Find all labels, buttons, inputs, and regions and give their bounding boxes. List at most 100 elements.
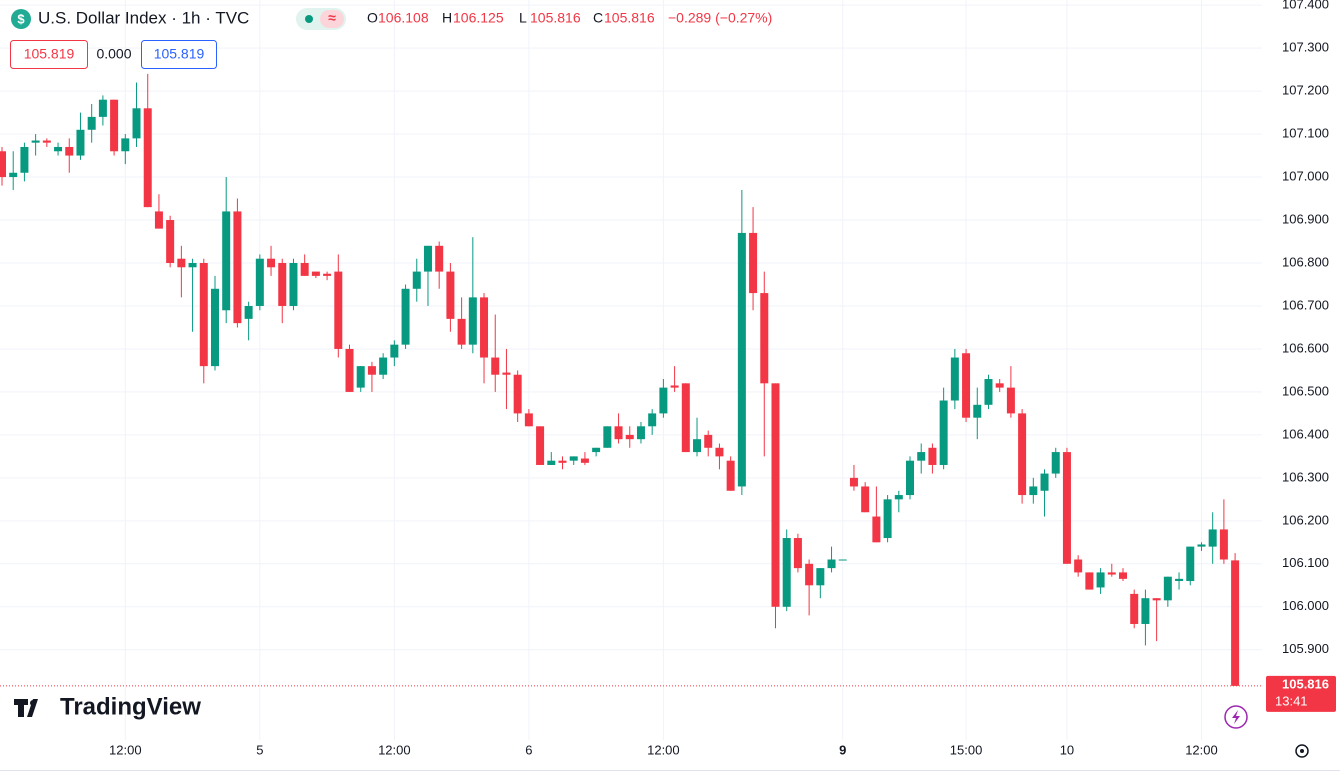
candle-body	[323, 273, 332, 276]
candle-body	[20, 146, 29, 173]
ohlc-values: O 106.108 H 106.125 L 105.816 C 105.816	[367, 10, 655, 26]
ohlc-key: O	[367, 10, 378, 26]
candle-body	[995, 383, 1004, 388]
y-tick-label: 107.200	[1282, 83, 1329, 98]
y-tick-label: 107.100	[1282, 126, 1329, 141]
candle-body	[1231, 560, 1240, 686]
candle-body	[31, 140, 40, 143]
symbol-icon-glyph: $	[17, 11, 25, 26]
y-tick-label: 106.200	[1282, 512, 1329, 527]
y-tick-label: 106.600	[1282, 340, 1329, 355]
candle-body	[715, 447, 724, 457]
candle-body	[1107, 572, 1116, 575]
x-tick-label: 9	[839, 742, 846, 757]
sell-box[interactable]	[10, 40, 88, 69]
market-open-dot	[305, 15, 313, 23]
candle-body	[614, 426, 623, 440]
candle-body	[54, 146, 63, 152]
candle-body	[87, 116, 96, 130]
spread: 0.000	[96, 46, 131, 62]
ohlc-value: 106.125	[453, 10, 504, 26]
candle-body	[849, 477, 858, 487]
candle-body	[390, 344, 399, 358]
candle-body	[625, 434, 634, 440]
logo-dot	[30, 700, 36, 706]
buy-box[interactable]	[141, 40, 217, 69]
candle-body	[726, 460, 735, 491]
candle-body	[704, 434, 713, 448]
y-tick-label: 106.400	[1282, 426, 1329, 441]
y-tick-label: 106.300	[1282, 469, 1329, 484]
candle-body	[580, 458, 589, 463]
candle-body	[1096, 572, 1105, 588]
lightning-button[interactable]	[1224, 705, 1248, 729]
candle-body	[861, 486, 870, 513]
candle-body	[367, 366, 376, 375]
candle-body	[166, 220, 175, 263]
candle-body	[1130, 593, 1139, 624]
candle-body	[592, 447, 601, 453]
candle-body	[524, 413, 533, 427]
candle-body	[491, 357, 500, 375]
symbol-icon	[11, 9, 31, 29]
candle-body	[435, 245, 444, 272]
candle-body	[446, 271, 455, 319]
candle-body	[222, 211, 231, 311]
candle-body	[132, 108, 141, 139]
ohlc-value: 105.816	[530, 10, 581, 26]
candle-body	[1219, 529, 1228, 560]
candle-body	[267, 258, 276, 268]
candle-body	[9, 172, 18, 178]
candle-body	[1208, 529, 1217, 547]
grid	[0, 0, 1262, 740]
y-tick-label: 106.800	[1282, 254, 1329, 269]
symbol-title: U.S. Dollar Index · 1h · TVC	[38, 8, 249, 27]
delay-badge[interactable]	[320, 10, 344, 28]
candle-body	[480, 297, 489, 358]
x-tick-label: 12:00	[1185, 742, 1218, 757]
candle-body	[289, 262, 298, 306]
candle-body	[793, 538, 802, 569]
legend-bar: $ U.S. Dollar Index · 1h · TVC ≈ O 106.10…	[10, 8, 772, 69]
candle-body	[659, 387, 668, 414]
settings-icon[interactable]	[1295, 744, 1309, 758]
candle-body	[906, 460, 915, 496]
candle-body	[648, 413, 657, 427]
candle-body	[356, 366, 365, 388]
candle-body	[199, 262, 208, 367]
candle-body	[917, 452, 926, 461]
candle-body	[816, 568, 825, 586]
candle-body	[42, 140, 51, 143]
y-tick-label: 107.400	[1282, 0, 1329, 12]
candle-body	[311, 271, 320, 276]
logo-text: TradingView	[60, 693, 201, 720]
ohlc-key: L	[519, 10, 527, 26]
candle-body	[278, 262, 287, 306]
settings-icon-center	[1300, 749, 1304, 753]
price-tag	[1266, 675, 1336, 712]
candle-body	[65, 146, 74, 156]
ask: 105.819	[154, 46, 205, 62]
candle-body	[110, 99, 119, 152]
x-tick-label: 12:00	[378, 742, 411, 757]
candle-body	[749, 232, 758, 294]
settings-button[interactable]	[1295, 744, 1309, 758]
y-tick-label: 106.000	[1282, 598, 1329, 613]
candle-body	[760, 293, 769, 384]
candle-body	[1163, 576, 1172, 601]
candle-body	[154, 211, 163, 229]
candle-body	[1029, 486, 1038, 496]
ohlc-value: 105.816	[604, 10, 655, 26]
price-tag-countdown: 13:41	[1275, 693, 1308, 708]
y-tick-label: 106.500	[1282, 383, 1329, 398]
ohlc-key: C	[593, 10, 603, 26]
candle-body	[681, 383, 690, 453]
candle-body	[536, 426, 545, 465]
candle-body	[1186, 546, 1195, 581]
lightning-icon	[1232, 710, 1240, 724]
candle-body	[939, 400, 948, 465]
candle-body	[782, 538, 791, 607]
y-tick-label: 106.900	[1282, 211, 1329, 226]
